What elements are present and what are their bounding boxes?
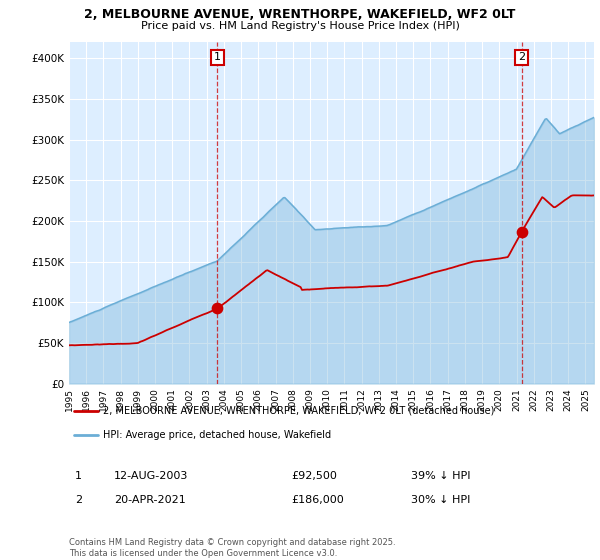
Text: Price paid vs. HM Land Registry's House Price Index (HPI): Price paid vs. HM Land Registry's House … xyxy=(140,21,460,31)
Text: 20-APR-2021: 20-APR-2021 xyxy=(114,494,186,505)
Text: 2, MELBOURNE AVENUE, WRENTHORPE, WAKEFIELD, WF2 0LT (detached house): 2, MELBOURNE AVENUE, WRENTHORPE, WAKEFIE… xyxy=(103,406,494,416)
Text: HPI: Average price, detached house, Wakefield: HPI: Average price, detached house, Wake… xyxy=(103,430,331,440)
Text: 12-AUG-2003: 12-AUG-2003 xyxy=(114,471,188,481)
Text: Contains HM Land Registry data © Crown copyright and database right 2025.
This d: Contains HM Land Registry data © Crown c… xyxy=(69,538,395,558)
Text: 1: 1 xyxy=(214,53,221,62)
Point xyxy=(212,304,222,313)
Text: 2: 2 xyxy=(518,53,526,62)
Text: £92,500: £92,500 xyxy=(291,471,337,481)
Point xyxy=(517,228,527,237)
Text: 30% ↓ HPI: 30% ↓ HPI xyxy=(411,494,470,505)
Text: 2: 2 xyxy=(75,495,82,505)
Text: £186,000: £186,000 xyxy=(291,494,344,505)
Text: 1: 1 xyxy=(75,472,82,481)
Text: 2, MELBOURNE AVENUE, WRENTHORPE, WAKEFIELD, WF2 0LT: 2, MELBOURNE AVENUE, WRENTHORPE, WAKEFIE… xyxy=(85,8,515,21)
Text: 39% ↓ HPI: 39% ↓ HPI xyxy=(411,471,470,481)
